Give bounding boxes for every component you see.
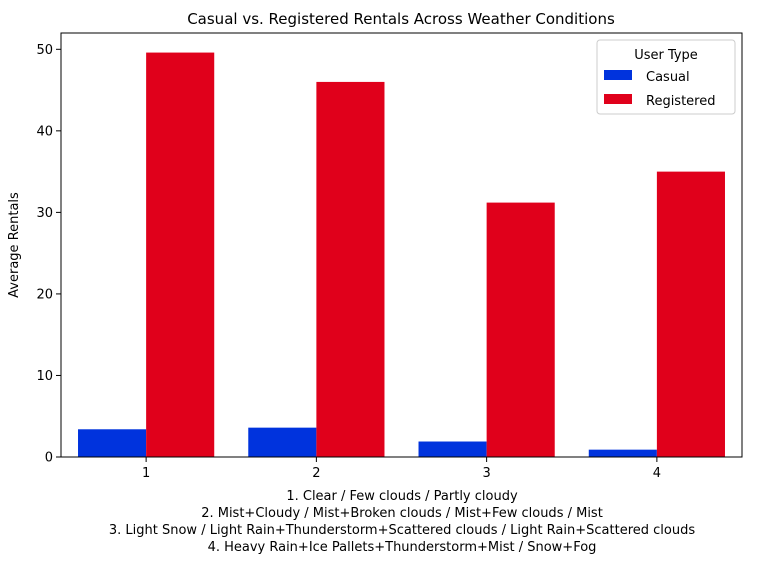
x-tick-label: 2 <box>312 466 320 481</box>
x-axis-label-line: 4. Heavy Rain+Ice Pallets+Thunderstorm+M… <box>208 540 597 555</box>
legend-swatch-casual <box>604 70 632 80</box>
y-tick-label: 40 <box>36 124 53 139</box>
bar-registered-3 <box>486 202 555 457</box>
y-tick-label: 0 <box>45 451 53 466</box>
legend: User Type Casual Registered <box>596 39 736 115</box>
x-axis-label-line: 3. Light Snow / Light Rain+Thunderstorm+… <box>109 523 695 538</box>
bar-casual-2 <box>248 427 317 457</box>
plot-frame <box>60 32 743 458</box>
x-axis-label-line: 2. Mist+Cloudy / Mist+Broken clouds / Mi… <box>201 506 603 521</box>
x-axis: 1 2 3 4 <box>142 457 661 481</box>
legend-label-registered: Registered <box>646 94 716 109</box>
y-tick-label: 10 <box>36 369 53 384</box>
y-axis-label: Average Rentals <box>7 192 22 298</box>
legend-swatch-registered <box>604 94 632 104</box>
bar-casual-4 <box>588 449 657 457</box>
x-axis-label: 1. Clear / Few clouds / Partly cloudy 2. … <box>109 489 695 555</box>
x-tick-label: 3 <box>482 466 490 481</box>
bar-casual-1 <box>78 429 147 457</box>
x-tick-label: 1 <box>142 466 150 481</box>
bar-registered-4 <box>656 171 725 457</box>
bar-registered-1 <box>146 52 215 457</box>
y-tick-label: 50 <box>36 43 53 58</box>
x-tick-label: 4 <box>653 466 661 481</box>
bar-registered-2 <box>316 81 385 458</box>
x-axis-label-line: 1. Clear / Few clouds / Partly cloudy <box>286 489 518 504</box>
legend-label-casual: Casual <box>646 70 690 85</box>
bar-casual-3 <box>418 441 487 457</box>
y-tick-label: 30 <box>36 206 53 221</box>
chart-title: Casual vs. Registered Rentals Across Wea… <box>187 10 615 28</box>
legend-title: User Type <box>634 48 698 63</box>
bars-group <box>78 52 725 458</box>
y-axis: 0 10 20 30 40 50 <box>36 43 61 466</box>
y-tick-label: 20 <box>36 287 53 302</box>
